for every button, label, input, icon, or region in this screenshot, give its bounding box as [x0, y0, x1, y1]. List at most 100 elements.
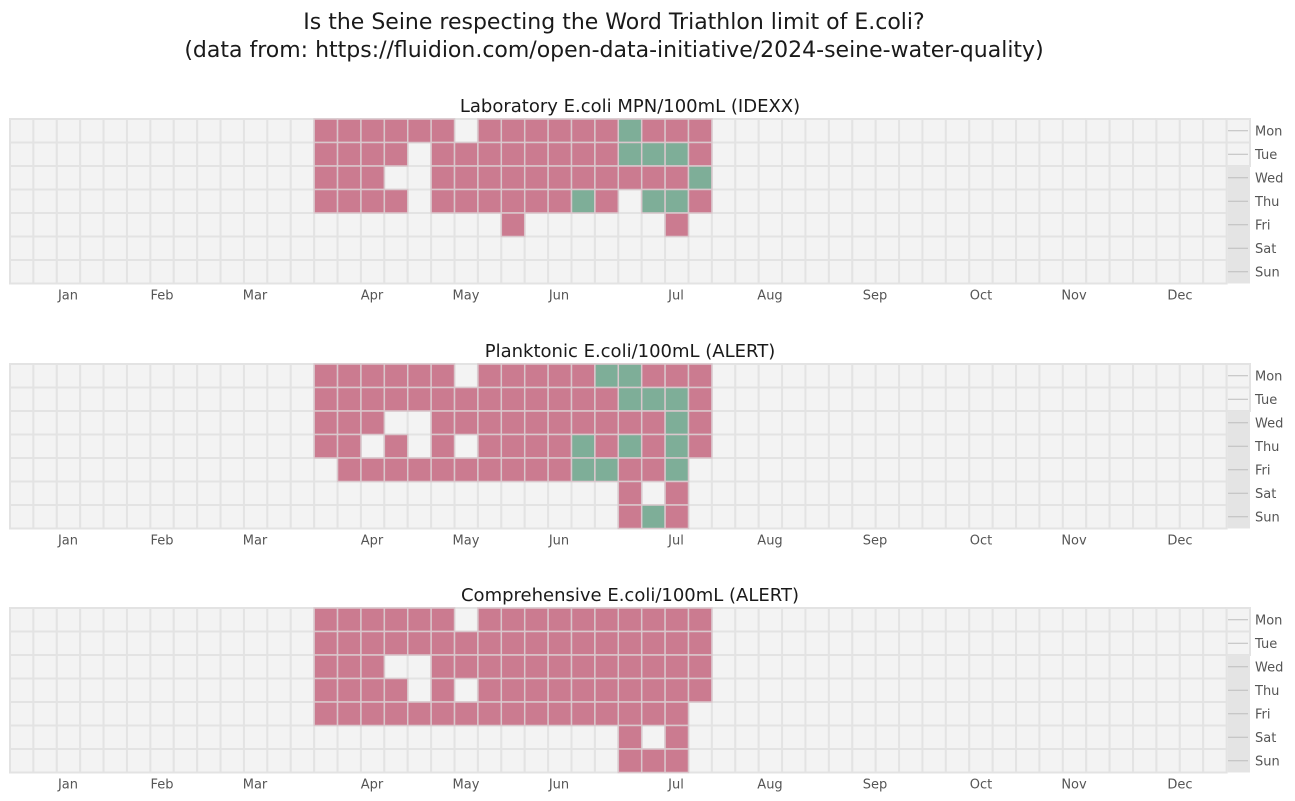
empty-day-cell: [1178, 141, 1205, 167]
empty-day-cell: [242, 141, 269, 167]
empty-day-cell: [9, 141, 35, 167]
empty-day-cell: [1038, 677, 1064, 703]
empty-day-cell: [1202, 118, 1228, 144]
empty-day-cell: [430, 259, 456, 285]
empty-day-cell: [921, 433, 947, 459]
month-tick-label: Dec: [1167, 534, 1192, 549]
day-cell-exceeds-limit: [383, 457, 409, 483]
empty-day-cell: [55, 363, 82, 389]
empty-day-cell: [781, 165, 807, 191]
day-cell-exceeds-limit: [383, 607, 409, 633]
empty-day-cell: [359, 235, 386, 261]
month-tick-label: Jul: [667, 289, 684, 304]
empty-day-cell: [968, 212, 994, 238]
empty-day-cell: [1061, 410, 1088, 436]
empty-day-cell: [1178, 235, 1205, 261]
month-tick-label: Aug: [757, 778, 782, 793]
empty-day-cell: [1178, 165, 1205, 191]
empty-day-cell: [1085, 504, 1111, 530]
empty-day-cell: [1061, 748, 1088, 774]
day-cell-exceeds-limit: [477, 188, 503, 214]
empty-day-cell: [55, 410, 82, 436]
empty-day-cell: [125, 165, 152, 191]
empty-day-cell: [453, 433, 479, 459]
empty-day-cell: [1178, 607, 1205, 633]
month-tick-label: Jun: [548, 778, 569, 793]
empty-day-cell: [968, 480, 994, 506]
empty-day-cell: [1061, 677, 1088, 703]
empty-day-cell: [1015, 259, 1041, 285]
day-cell-within-limit: [617, 141, 643, 167]
day-cell-exceeds-limit: [617, 504, 643, 530]
empty-day-cell: [289, 410, 316, 436]
empty-day-cell: [1202, 165, 1228, 191]
empty-day-cell: [219, 188, 245, 214]
day-cell-exceeds-limit: [453, 188, 479, 214]
empty-day-cell: [289, 188, 316, 214]
empty-day-cell: [1202, 410, 1228, 436]
day-cell-exceeds-limit: [640, 654, 666, 680]
empty-day-cell: [313, 748, 339, 774]
day-cell-exceeds-limit: [477, 386, 503, 412]
empty-day-cell: [79, 701, 105, 727]
empty-day-grid: [9, 363, 1251, 530]
empty-day-cell: [757, 433, 784, 459]
empty-day-cell: [1015, 677, 1041, 703]
empty-day-cell: [991, 701, 1018, 727]
empty-day-cell: [898, 118, 924, 144]
empty-day-cell: [266, 118, 292, 144]
empty-day-cell: [1015, 410, 1041, 436]
empty-day-cell: [827, 259, 854, 285]
empty-day-cell: [804, 630, 830, 656]
empty-day-cell: [570, 748, 596, 774]
empty-day-cell: [9, 188, 35, 214]
empty-day-cell: [1085, 188, 1111, 214]
empty-day-cell: [687, 504, 713, 530]
empty-day-cell: [874, 118, 901, 144]
empty-day-cell: [430, 480, 456, 506]
empty-day-cell: [102, 724, 128, 750]
empty-day-cell: [827, 630, 854, 656]
empty-day-cell: [991, 235, 1018, 261]
empty-day-cell: [851, 165, 877, 191]
empty-day-cell: [149, 480, 175, 506]
day-cell-exceeds-limit: [570, 410, 596, 436]
empty-day-cell: [921, 457, 947, 483]
empty-day-cell: [242, 118, 269, 144]
empty-day-cell: [1108, 654, 1135, 680]
empty-day-cell: [149, 724, 175, 750]
empty-day-cell: [1155, 259, 1181, 285]
day-cell-exceeds-limit: [430, 701, 456, 727]
empty-day-cell: [851, 259, 877, 285]
empty-day-cell: [1155, 677, 1181, 703]
empty-day-cell: [266, 504, 292, 530]
empty-day-cell: [125, 410, 152, 436]
empty-day-cell: [734, 259, 760, 285]
empty-day-cell: [593, 212, 620, 238]
empty-day-cell: [102, 212, 128, 238]
empty-day-cell: [944, 724, 971, 750]
month-tick-label: Sep: [863, 778, 888, 793]
empty-day-cell: [149, 748, 175, 774]
empty-day-cell: [944, 504, 971, 530]
day-cell-exceeds-limit: [523, 457, 549, 483]
empty-day-cell: [313, 480, 339, 506]
empty-day-cell: [1178, 386, 1205, 412]
empty-day-cell: [289, 724, 316, 750]
day-cell-exceeds-limit: [523, 188, 549, 214]
empty-day-cell: [289, 259, 316, 285]
empty-day-cell: [1132, 259, 1158, 285]
empty-day-cell: [476, 748, 503, 774]
empty-day-cell: [55, 235, 82, 261]
empty-day-cell: [1061, 259, 1088, 285]
empty-day-cell: [523, 212, 550, 238]
day-cell-exceeds-limit: [313, 433, 339, 459]
empty-day-cell: [1085, 677, 1111, 703]
empty-day-cell: [1178, 118, 1205, 144]
empty-day-cell: [1061, 607, 1088, 633]
weekday-tick-label: Sun: [1255, 754, 1280, 769]
empty-day-cell: [55, 188, 82, 214]
month-tick-label: Nov: [1061, 778, 1087, 793]
empty-day-cell: [32, 654, 58, 680]
empty-day-cell: [664, 259, 690, 285]
